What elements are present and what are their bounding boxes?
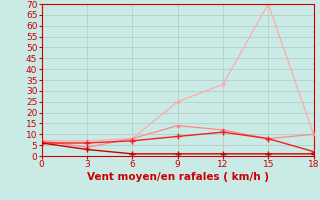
X-axis label: Vent moyen/en rafales ( km/h ): Vent moyen/en rafales ( km/h ) (87, 172, 268, 182)
